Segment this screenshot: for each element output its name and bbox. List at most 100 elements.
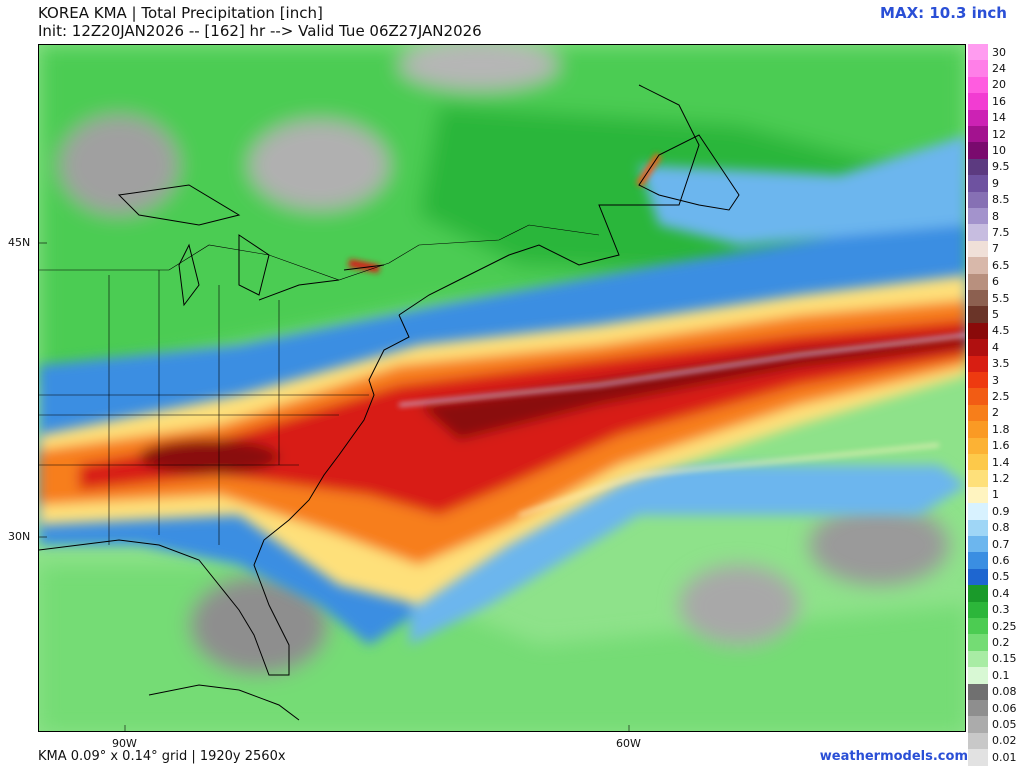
legend-label: 0.01 <box>992 750 1017 764</box>
legend-swatch <box>968 503 988 520</box>
coastline-newfoundland <box>638 134 740 211</box>
legend-entry: 24 <box>968 60 1024 77</box>
legend-swatch <box>968 716 988 733</box>
legend-swatch <box>968 585 988 602</box>
legend-swatch <box>968 175 988 192</box>
legend-entry: 2 <box>968 404 1024 422</box>
legend-label: 0.8 <box>992 521 1010 535</box>
legend-label: 0.25 <box>992 619 1017 633</box>
field-gray-3 <box>189 575 329 675</box>
legend-entry: 0.08 <box>968 683 1024 700</box>
legend-entry: 9 <box>968 175 1024 192</box>
legend-swatch <box>968 618 988 635</box>
legend-entry: 7.5 <box>968 224 1024 241</box>
legend-entry: 0.1 <box>968 667 1024 684</box>
legend-label: 20 <box>992 78 1006 92</box>
legend-entry: 7 <box>968 240 1024 258</box>
lon-label-90w: 90W <box>112 737 137 750</box>
legend-label: 0.06 <box>992 701 1017 715</box>
legend-swatch <box>968 208 988 225</box>
legend-label: 6 <box>992 275 999 289</box>
legend-label: 0.6 <box>992 554 1010 568</box>
legend-label: 4 <box>992 340 999 354</box>
legend-label: 7.5 <box>992 226 1010 240</box>
legend-swatch <box>968 290 988 307</box>
legend-label: 0.08 <box>992 685 1017 699</box>
legend-entry: 10 <box>968 142 1024 159</box>
legend-label: 0.4 <box>992 586 1010 600</box>
legend-swatch <box>968 683 988 700</box>
map-title: KOREA KMA | Total Precipitation [inch] <box>38 4 323 22</box>
legend-entry: 0.01 <box>968 749 1024 766</box>
legend-swatch <box>968 273 988 290</box>
legend-swatch <box>968 224 988 241</box>
legend-entry: 3 <box>968 372 1024 389</box>
legend-entry: 16 <box>968 93 1024 110</box>
lat-label-30n: 30N <box>8 530 31 543</box>
legend-swatch <box>968 700 988 717</box>
legend-label: 3 <box>992 373 999 387</box>
legend-entry: 4 <box>968 339 1024 356</box>
legend-label: 7 <box>992 242 999 256</box>
legend-entry: 1.4 <box>968 454 1024 471</box>
legend-label: 0.1 <box>992 668 1010 682</box>
precipitation-map[interactable] <box>38 44 966 732</box>
legend-entry: 3.5 <box>968 355 1024 372</box>
field-gray-6 <box>399 45 559 90</box>
field-secondary-streak <box>518 443 940 517</box>
legend-label: 8.5 <box>992 193 1010 207</box>
legend-swatch <box>968 437 988 454</box>
legend-entry: 2.5 <box>968 388 1024 405</box>
legend-entry: 5 <box>968 306 1024 323</box>
lon-label-60w: 60W <box>616 737 641 750</box>
legend-swatch <box>968 355 988 372</box>
legend-swatch <box>968 142 988 159</box>
lake-michigan <box>178 243 200 307</box>
legend-swatch <box>968 536 988 553</box>
legend-swatch <box>968 519 988 536</box>
legend-swatch <box>968 470 988 487</box>
legend-swatch <box>968 732 988 750</box>
legend-entry: 1.2 <box>968 470 1024 487</box>
legend-swatch <box>968 76 988 94</box>
legend-label: 4.5 <box>992 324 1010 338</box>
legend-swatch <box>968 749 988 766</box>
legend-entry: 6.5 <box>968 257 1024 274</box>
legend-swatch <box>968 421 988 438</box>
legend-entry: 0.02 <box>968 732 1024 750</box>
legend-entry: 30 <box>968 44 1024 61</box>
legend-swatch <box>968 306 988 323</box>
legend-swatch <box>968 158 988 176</box>
lat-label-45n: 45N <box>8 236 31 249</box>
legend-label: 0.9 <box>992 504 1010 518</box>
legend-entry: 0.5 <box>968 568 1024 586</box>
legend-entry: 0.3 <box>968 601 1024 618</box>
legend-label: 1.2 <box>992 472 1010 486</box>
field-darkred-southeast <box>139 439 279 475</box>
legend-swatch <box>968 240 988 258</box>
legend-entry: 4.5 <box>968 322 1024 340</box>
lake-huron <box>238 234 270 296</box>
legend-entry: 0.8 <box>968 519 1024 536</box>
init-valid-time: Init: 12Z20JAN2026 -- [162] hr --> Valid… <box>38 22 482 40</box>
legend-swatch <box>968 372 988 389</box>
legend-label: 1 <box>992 488 999 502</box>
legend-swatch <box>968 486 988 504</box>
legend-swatch <box>968 454 988 471</box>
legend-label: 24 <box>992 62 1006 76</box>
legend-label: 14 <box>992 111 1006 125</box>
field-max-streak <box>398 333 965 407</box>
legend-swatch <box>968 634 988 651</box>
legend-entry: 12 <box>968 126 1024 143</box>
brand-link[interactable]: weathermodels.com <box>819 749 968 764</box>
legend-entry: 0.4 <box>968 585 1024 602</box>
legend-entry: 5.5 <box>968 290 1024 307</box>
legend-label: 12 <box>992 127 1006 141</box>
legend-entry: 0.2 <box>968 634 1024 651</box>
legend-label: 1.4 <box>992 455 1010 469</box>
legend-entry: 6 <box>968 273 1024 290</box>
color-legend: 30 24 20 16 14 12 10 9.5 9 8.5 8 7.5 7 6.5 6 5.5 5 4.5 4 3.… <box>968 44 1024 766</box>
legend-swatch <box>968 44 988 61</box>
max-value-label: MAX: 10.3 inch <box>880 4 1007 22</box>
coastline-canada <box>398 84 700 316</box>
